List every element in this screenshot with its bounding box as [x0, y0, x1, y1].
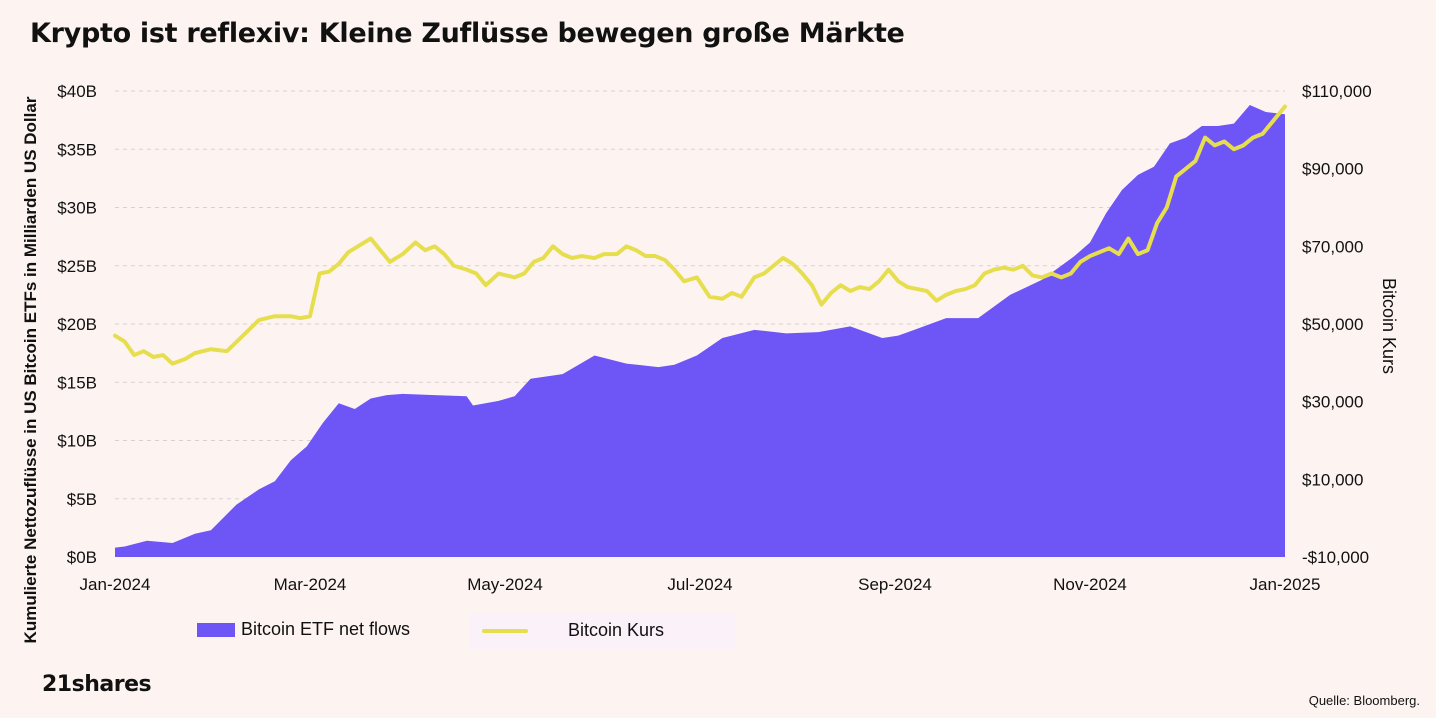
y-axis-title-right: Bitcoin Kurs [1379, 278, 1399, 374]
y-left-tick-label: $30B [57, 199, 97, 218]
y-right-tick-label: -$10,000 [1302, 548, 1369, 567]
y-axis-title-left: Kumulierte Nettozuflüsse in US Bitcoin E… [21, 96, 40, 643]
x-tick-label: Mar-2024 [274, 575, 347, 594]
x-tick-label: Jan-2025 [1250, 575, 1321, 594]
legend-label-bitcoin-price: Bitcoin Kurs [568, 620, 665, 640]
legend-item-bitcoin-price: Bitcoin Kurs [470, 614, 737, 649]
legend-item-etf-flows: Bitcoin ETF net flows [197, 619, 410, 640]
etf-flows-area [115, 104, 1285, 557]
x-tick-label: Jul-2024 [667, 575, 732, 594]
x-tick-label: Jan-2024 [80, 575, 151, 594]
y-left-tick-label: $5B [67, 490, 97, 509]
brand-logo: 21shares [42, 672, 152, 697]
y-right-tick-label: $30,000 [1302, 393, 1363, 412]
left-axis: $0B $5B $10B $15B $20B $25B $30B $35B $40B [57, 82, 97, 567]
legend-label-etf-flows: Bitcoin ETF net flows [241, 619, 411, 639]
y-right-tick-label: $70,000 [1302, 237, 1363, 256]
area-layer [115, 104, 1285, 557]
legend-swatch-line [482, 628, 528, 633]
legend-swatch-area [197, 622, 235, 637]
x-tick-label: Nov-2024 [1053, 575, 1127, 594]
x-tick-label: Sep-2024 [858, 575, 932, 594]
source-note: Quelle: Bloomberg. [1308, 693, 1420, 708]
y-left-tick-label: $40B [57, 82, 97, 101]
y-left-tick-label: $0B [67, 548, 97, 567]
y-right-tick-label: $90,000 [1302, 160, 1363, 179]
y-right-tick-label: $10,000 [1302, 470, 1363, 489]
right-axis: -$10,000 $10,000 $30,000 $50,000 $70,000 $90,… [1302, 82, 1372, 567]
x-axis: Jan-2024 Mar-2024 May-2024 Jul-2024 Sep-2024… [80, 575, 1321, 594]
y-right-tick-label: $110,000 [1302, 82, 1372, 101]
y-left-tick-label: $10B [57, 432, 97, 451]
x-tick-label: May-2024 [467, 575, 543, 594]
line-layer [113, 104, 1287, 366]
y-left-tick-label: $35B [57, 140, 97, 159]
chart-title: Krypto ist reflexiv: Kleine Zuflüsse bew… [30, 18, 905, 49]
bitcoin-price-line [113, 104, 1287, 366]
y-left-tick-label: $20B [57, 315, 97, 334]
y-left-tick-label: $15B [57, 373, 97, 392]
y-left-tick-label: $25B [57, 257, 97, 276]
y-right-tick-label: $50,000 [1302, 315, 1363, 334]
